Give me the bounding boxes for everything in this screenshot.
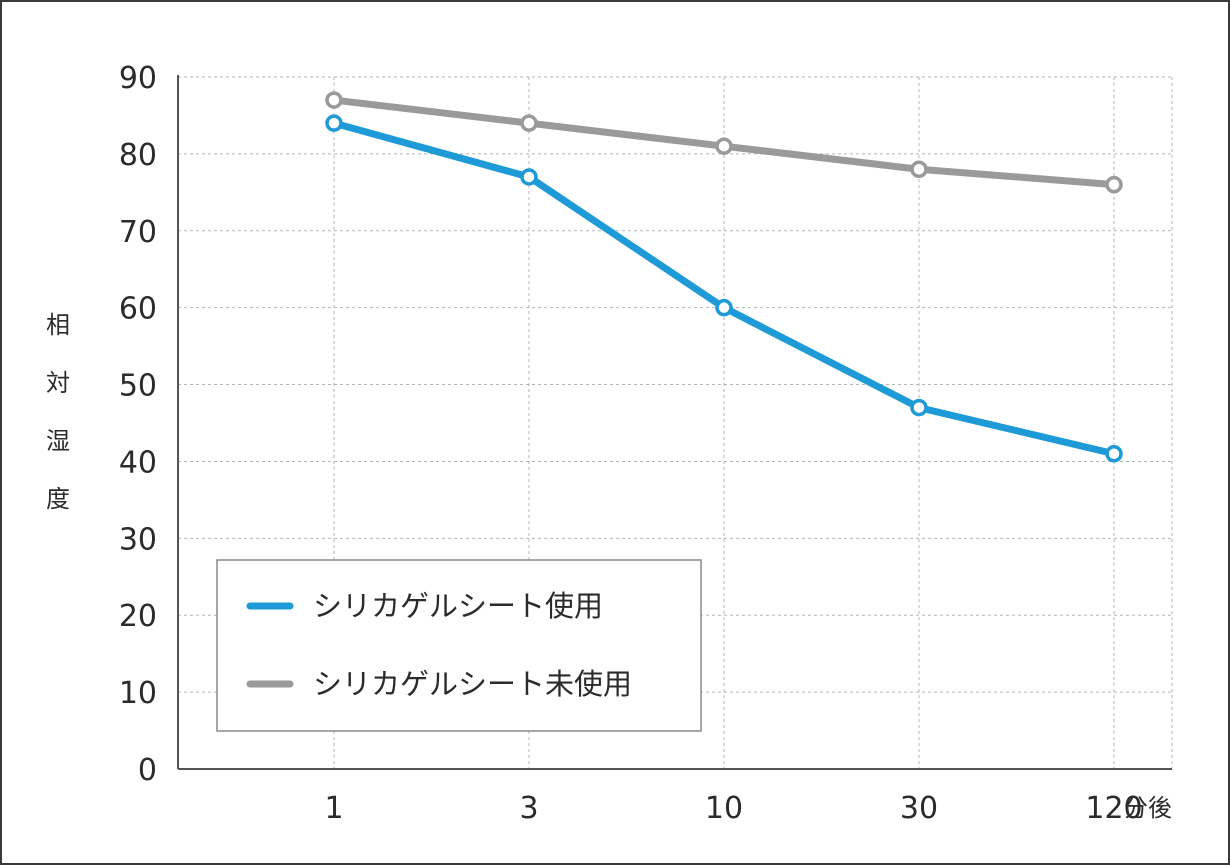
data-point (910, 398, 928, 417)
y-tick-labels: 0 10 20 30 40 50 60 70 80 90 (119, 61, 157, 788)
x-tick-label: 1 (324, 791, 343, 826)
data-point (1105, 175, 1123, 194)
axes (177, 75, 1172, 770)
data-point (325, 91, 343, 109)
data-point (715, 137, 733, 155)
series-lines (325, 91, 1123, 463)
y-tick-label: 50 (119, 369, 157, 404)
legend-label: シリカゲルシート使用 (313, 589, 603, 623)
y-tick-label: 10 (119, 676, 157, 711)
y-axis-label-char: 対 (46, 369, 70, 397)
y-axis-label-char: 湿 (46, 427, 70, 455)
data-point (715, 298, 733, 317)
x-tick-labels: 1 3 10 30 120 (324, 791, 1142, 826)
data-point (1105, 445, 1123, 463)
y-tick-label: 40 (119, 445, 157, 480)
x-tick-label: 3 (519, 791, 538, 826)
x-tick-label: 120 (1085, 791, 1142, 826)
y-axis-label-char: 度 (46, 485, 70, 513)
x-tick-label: 30 (900, 791, 938, 826)
y-tick-label: 80 (119, 138, 157, 173)
y-tick-label: 70 (119, 215, 157, 250)
y-tick-label: 20 (119, 599, 157, 634)
y-tick-label: 90 (119, 61, 157, 96)
y-tick-label: 60 (119, 292, 157, 327)
x-tick-label: 10 (705, 791, 743, 826)
data-point (910, 160, 928, 179)
data-point (325, 114, 343, 132)
y-tick-label: 30 (119, 522, 157, 557)
data-point (520, 114, 538, 132)
legend-label: シリカゲルシート未使用 (313, 667, 632, 701)
data-point (520, 168, 538, 186)
y-axis-label-char: 相 (46, 311, 70, 339)
x-unit-label: 分後 (1124, 794, 1172, 822)
legend-box (216, 559, 702, 732)
y-tick-label: 0 (138, 753, 157, 788)
